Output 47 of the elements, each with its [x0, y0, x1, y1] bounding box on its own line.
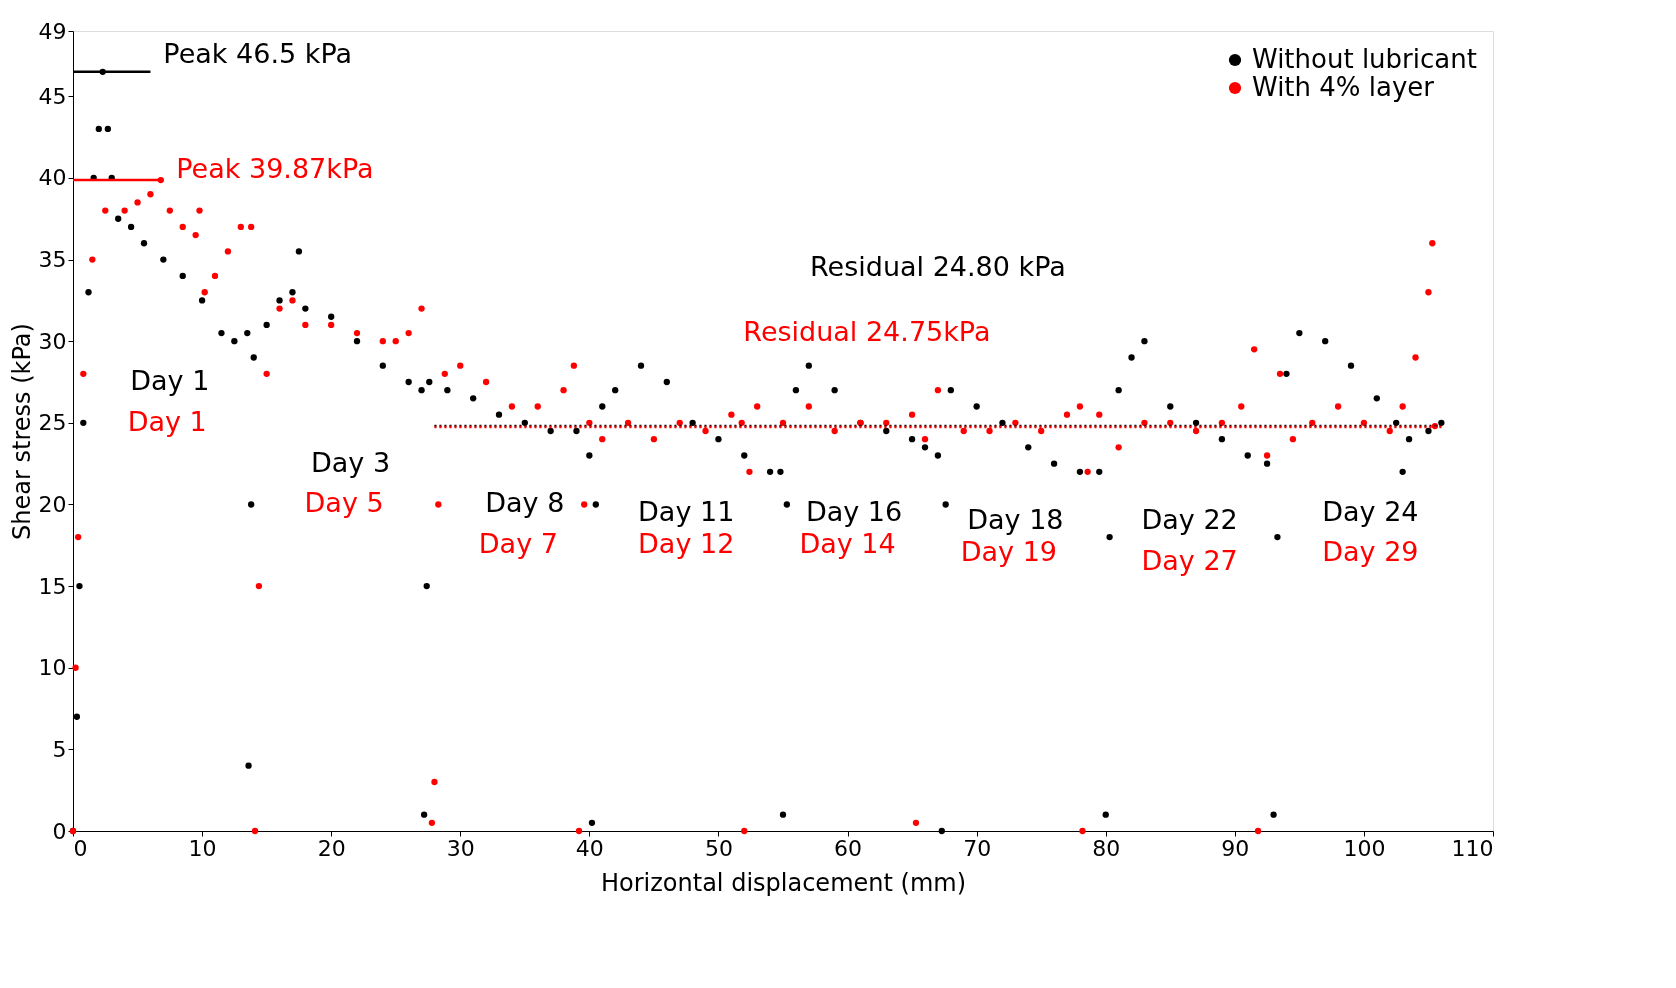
- annotation: Day 18: [967, 503, 1064, 535]
- x-tick-label: 20: [317, 835, 346, 861]
- x-tick-label: 30: [446, 835, 475, 861]
- annotation: Day 8: [485, 487, 565, 519]
- y-tick-label: 0: [52, 818, 67, 844]
- annotation: Day 11: [638, 495, 735, 527]
- annotation: Day 16: [805, 495, 903, 527]
- x-tick-label: 70: [963, 835, 992, 861]
- y-tick-label: 45: [38, 83, 67, 109]
- x-tick-label: 100: [1343, 835, 1386, 861]
- y-tick-label: 25: [38, 410, 67, 436]
- annotation: Day 1: [130, 365, 210, 397]
- x-tick-label: 40: [575, 835, 604, 861]
- y-tick-label: 40: [38, 165, 67, 191]
- annotation: Residual 24.75kPa: [743, 316, 991, 348]
- x-axis-title: Horizontal displacement (mm): [600, 868, 967, 897]
- y-tick-label: 49: [38, 18, 67, 44]
- annotation: Day 3: [311, 446, 391, 478]
- y-tick-label: 35: [38, 247, 67, 273]
- x-tick-label: 80: [1092, 835, 1121, 861]
- annotation: Day 22: [1141, 503, 1238, 535]
- annotation: Peak 39.87kPa: [176, 152, 374, 184]
- x-tick-label: 110: [1451, 835, 1494, 861]
- y-tick-label: 30: [38, 328, 67, 354]
- annotation: Residual 24.80 kPa: [810, 250, 1066, 282]
- y-axis-title: Shear stress (kPa): [7, 323, 36, 540]
- annotation: Day 27: [1141, 544, 1238, 576]
- x-tick-label: 10: [188, 835, 217, 861]
- annotation: Day 19: [960, 536, 1058, 568]
- y-tick-label: 10: [38, 655, 67, 681]
- annotation: Day 5: [304, 487, 384, 519]
- legend-label: Without lubricant: [1252, 44, 1477, 74]
- annotation: Day 7: [478, 528, 558, 560]
- x-tick-label: 90: [1221, 835, 1250, 861]
- annotation: Day 1: [127, 405, 207, 437]
- y-tick-label: 20: [38, 491, 67, 517]
- annotation: Day 29: [1322, 536, 1419, 568]
- y-tick-label: 15: [38, 573, 67, 599]
- annotation: Day 24: [1322, 495, 1419, 527]
- annotation: Day 14: [799, 528, 896, 560]
- y-tick-label: 5: [52, 736, 67, 762]
- x-tick-label: 50: [704, 835, 733, 861]
- legend-label: With 4% layer: [1252, 72, 1435, 102]
- x-tick-label: 60: [834, 835, 863, 861]
- x-tick-label: 0: [73, 835, 88, 861]
- annotation: Peak 46.5 kPa: [163, 38, 353, 70]
- annotation: Day 12: [638, 528, 735, 560]
